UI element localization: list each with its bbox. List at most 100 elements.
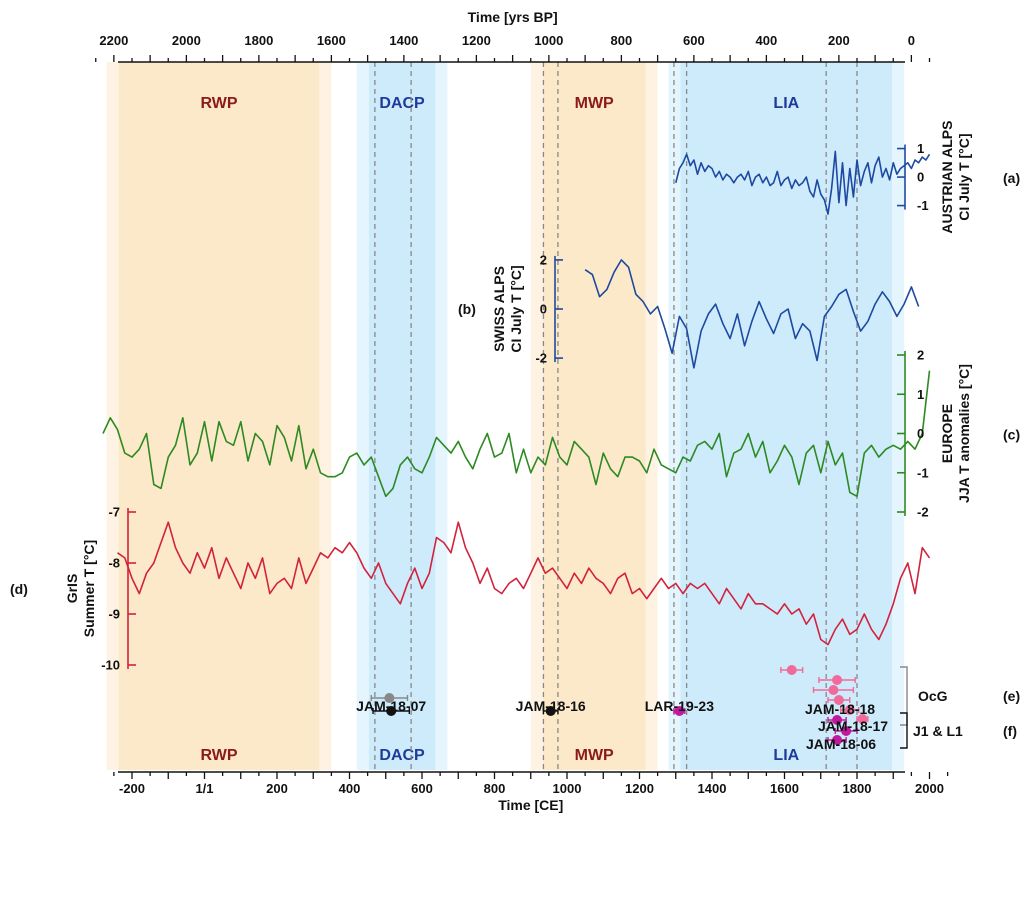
ocg-label: OcG <box>918 688 948 704</box>
y-axis-title-line: EUROPE <box>939 404 955 463</box>
y-tick-label-d: -7 <box>108 505 120 520</box>
y-axis-title-b: SWISS ALPS CI July T [°C] <box>491 265 524 352</box>
ocg-pink-point <box>833 695 844 705</box>
sample-point <box>841 726 852 736</box>
series-line-c <box>102 370 931 498</box>
period-bands: RWP RWP DACP DACP MWP MWP LIA LIA <box>106 62 905 770</box>
sample-label: JAM-18-16 <box>516 698 586 714</box>
period-band-edge <box>106 62 119 770</box>
sample-label: LAR-19-23 <box>645 698 714 714</box>
x-tick-label-bottom: 1000 <box>553 781 582 796</box>
x-tick-label-top: 1000 <box>534 33 563 48</box>
y-axis-title-line: CI July T [°C] <box>508 265 524 352</box>
ocg-pink-point <box>844 705 855 715</box>
x-tick-label-bottom: 1/1 <box>195 781 213 796</box>
period-band-edge <box>645 62 658 770</box>
panel-label-f: (f) <box>1003 723 1017 739</box>
panel-label-a: (a) <box>1003 170 1020 186</box>
x-tick-label-bottom: 200 <box>266 781 288 796</box>
y-tick-label-a: 1 <box>917 141 924 156</box>
series-line-b <box>584 259 920 369</box>
y-axis-title-line: JJA T anomalies [°C] <box>956 364 972 503</box>
series-line-a <box>675 150 931 215</box>
x-tick-label-top: 200 <box>828 33 850 48</box>
y-axis-title-line: Summer T [°C] <box>81 540 97 637</box>
ocg-pink-point <box>786 665 797 675</box>
x-tick-label-bottom: -200 <box>119 781 145 796</box>
samples-bracket <box>900 712 908 749</box>
ocg-pink-point <box>832 675 843 685</box>
x-tick-label-bottom: 2000 <box>915 781 944 796</box>
y-axis-title-line: AUSTRIAN ALPS <box>939 121 955 234</box>
period-band-edge <box>435 62 448 770</box>
sample-label: JAM-18-17 <box>818 718 888 734</box>
y-tick-label-c: -2 <box>917 505 929 520</box>
ocg-pink-point <box>857 714 868 724</box>
sample-label: JAM-18-06 <box>806 736 876 752</box>
y-tick-label-b: -2 <box>535 351 547 366</box>
period-label-bottom: RWP <box>200 747 237 764</box>
x-tick-label-bottom: 600 <box>411 781 433 796</box>
x-tick-label-top: 1600 <box>317 33 346 48</box>
y-axis-title-line: SWISS ALPS <box>491 266 507 352</box>
x-tick-label-bottom: 1600 <box>770 781 799 796</box>
period-band-edge <box>319 62 332 770</box>
y-tick-label-a: -1 <box>917 198 929 213</box>
period-band-rwp <box>118 62 320 770</box>
period-label-bottom: MWP <box>575 747 614 764</box>
sample-label: JAM-18-18 <box>805 701 875 717</box>
period-label-top: DACP <box>379 95 425 112</box>
period-band-edge <box>892 62 905 770</box>
x-axis-top-title: Time [yrs BP] <box>468 9 558 25</box>
y-tick-label-d: -10 <box>101 658 120 673</box>
x-tick-label-top: 400 <box>756 33 778 48</box>
sample-point <box>832 715 843 725</box>
y-tick-label-d: -8 <box>108 556 120 571</box>
x-tick-label-bottom: 400 <box>339 781 361 796</box>
period-label-top: RWP <box>200 95 237 112</box>
period-band-edge <box>356 62 369 770</box>
y-axis-title-line: GrIS <box>64 574 80 604</box>
y-axis-title-line: CI July T [°C] <box>956 133 972 220</box>
x-axis-bottom-title: Time [CE] <box>498 797 563 813</box>
sample-point <box>674 706 685 716</box>
series-layer <box>102 150 931 646</box>
x-tick-label-top: 2200 <box>99 33 128 48</box>
period-label-top: LIA <box>773 95 799 112</box>
x-tick-label-top: 600 <box>683 33 705 48</box>
ocg-pink-point <box>828 685 839 695</box>
x-tick-label-top: 1800 <box>244 33 273 48</box>
y-tick-label-c: 0 <box>917 426 924 441</box>
sample-point <box>386 706 397 716</box>
y-tick-label-a: 0 <box>917 170 924 185</box>
period-band-dacp <box>368 62 436 770</box>
sample-label: JAM-18-07 <box>356 698 426 714</box>
y-tick-label-c: 1 <box>917 387 924 402</box>
period-label-top: MWP <box>575 95 614 112</box>
x-tick-label-bottom: 800 <box>484 781 506 796</box>
period-band-mwp <box>542 62 646 770</box>
x-tick-label-bottom: 1400 <box>698 781 727 796</box>
x-tick-label-top: 0 <box>908 33 915 48</box>
x-tick-label-bottom: 1800 <box>843 781 872 796</box>
y-tick-label-b: 0 <box>540 302 547 317</box>
y-tick-label-d: -9 <box>108 607 120 622</box>
y-tick-label-c: 2 <box>917 348 924 363</box>
panel-label-e: (e) <box>1003 688 1020 704</box>
panel-label-d: (d) <box>10 581 28 597</box>
y-tick-label-b: 2 <box>540 252 547 267</box>
y-tick-label-c: -1 <box>917 465 929 480</box>
panel-label-c: (c) <box>1003 427 1020 443</box>
x-axes-layer: -200 1/1 200 400 600 800 1000 1200 1400 1600 1800 2… <box>95 9 949 813</box>
panel-label-b: (b) <box>458 301 476 317</box>
y-axis-title-a: AUSTRIAN ALPS CI July T [°C] <box>939 121 972 234</box>
samples-label: J1 & L1 <box>913 723 963 739</box>
period-band-edge <box>530 62 543 770</box>
y-axes-layer: 10-1 AUSTRIAN ALPS CI July T [°C] (a)20-2SW… <box>10 121 1020 673</box>
series-line-d <box>117 521 931 646</box>
x-tick-label-top: 800 <box>611 33 633 48</box>
y-axis-title-d: GrIS Summer T [°C] <box>64 540 97 637</box>
x-tick-label-top: 1400 <box>389 33 418 48</box>
